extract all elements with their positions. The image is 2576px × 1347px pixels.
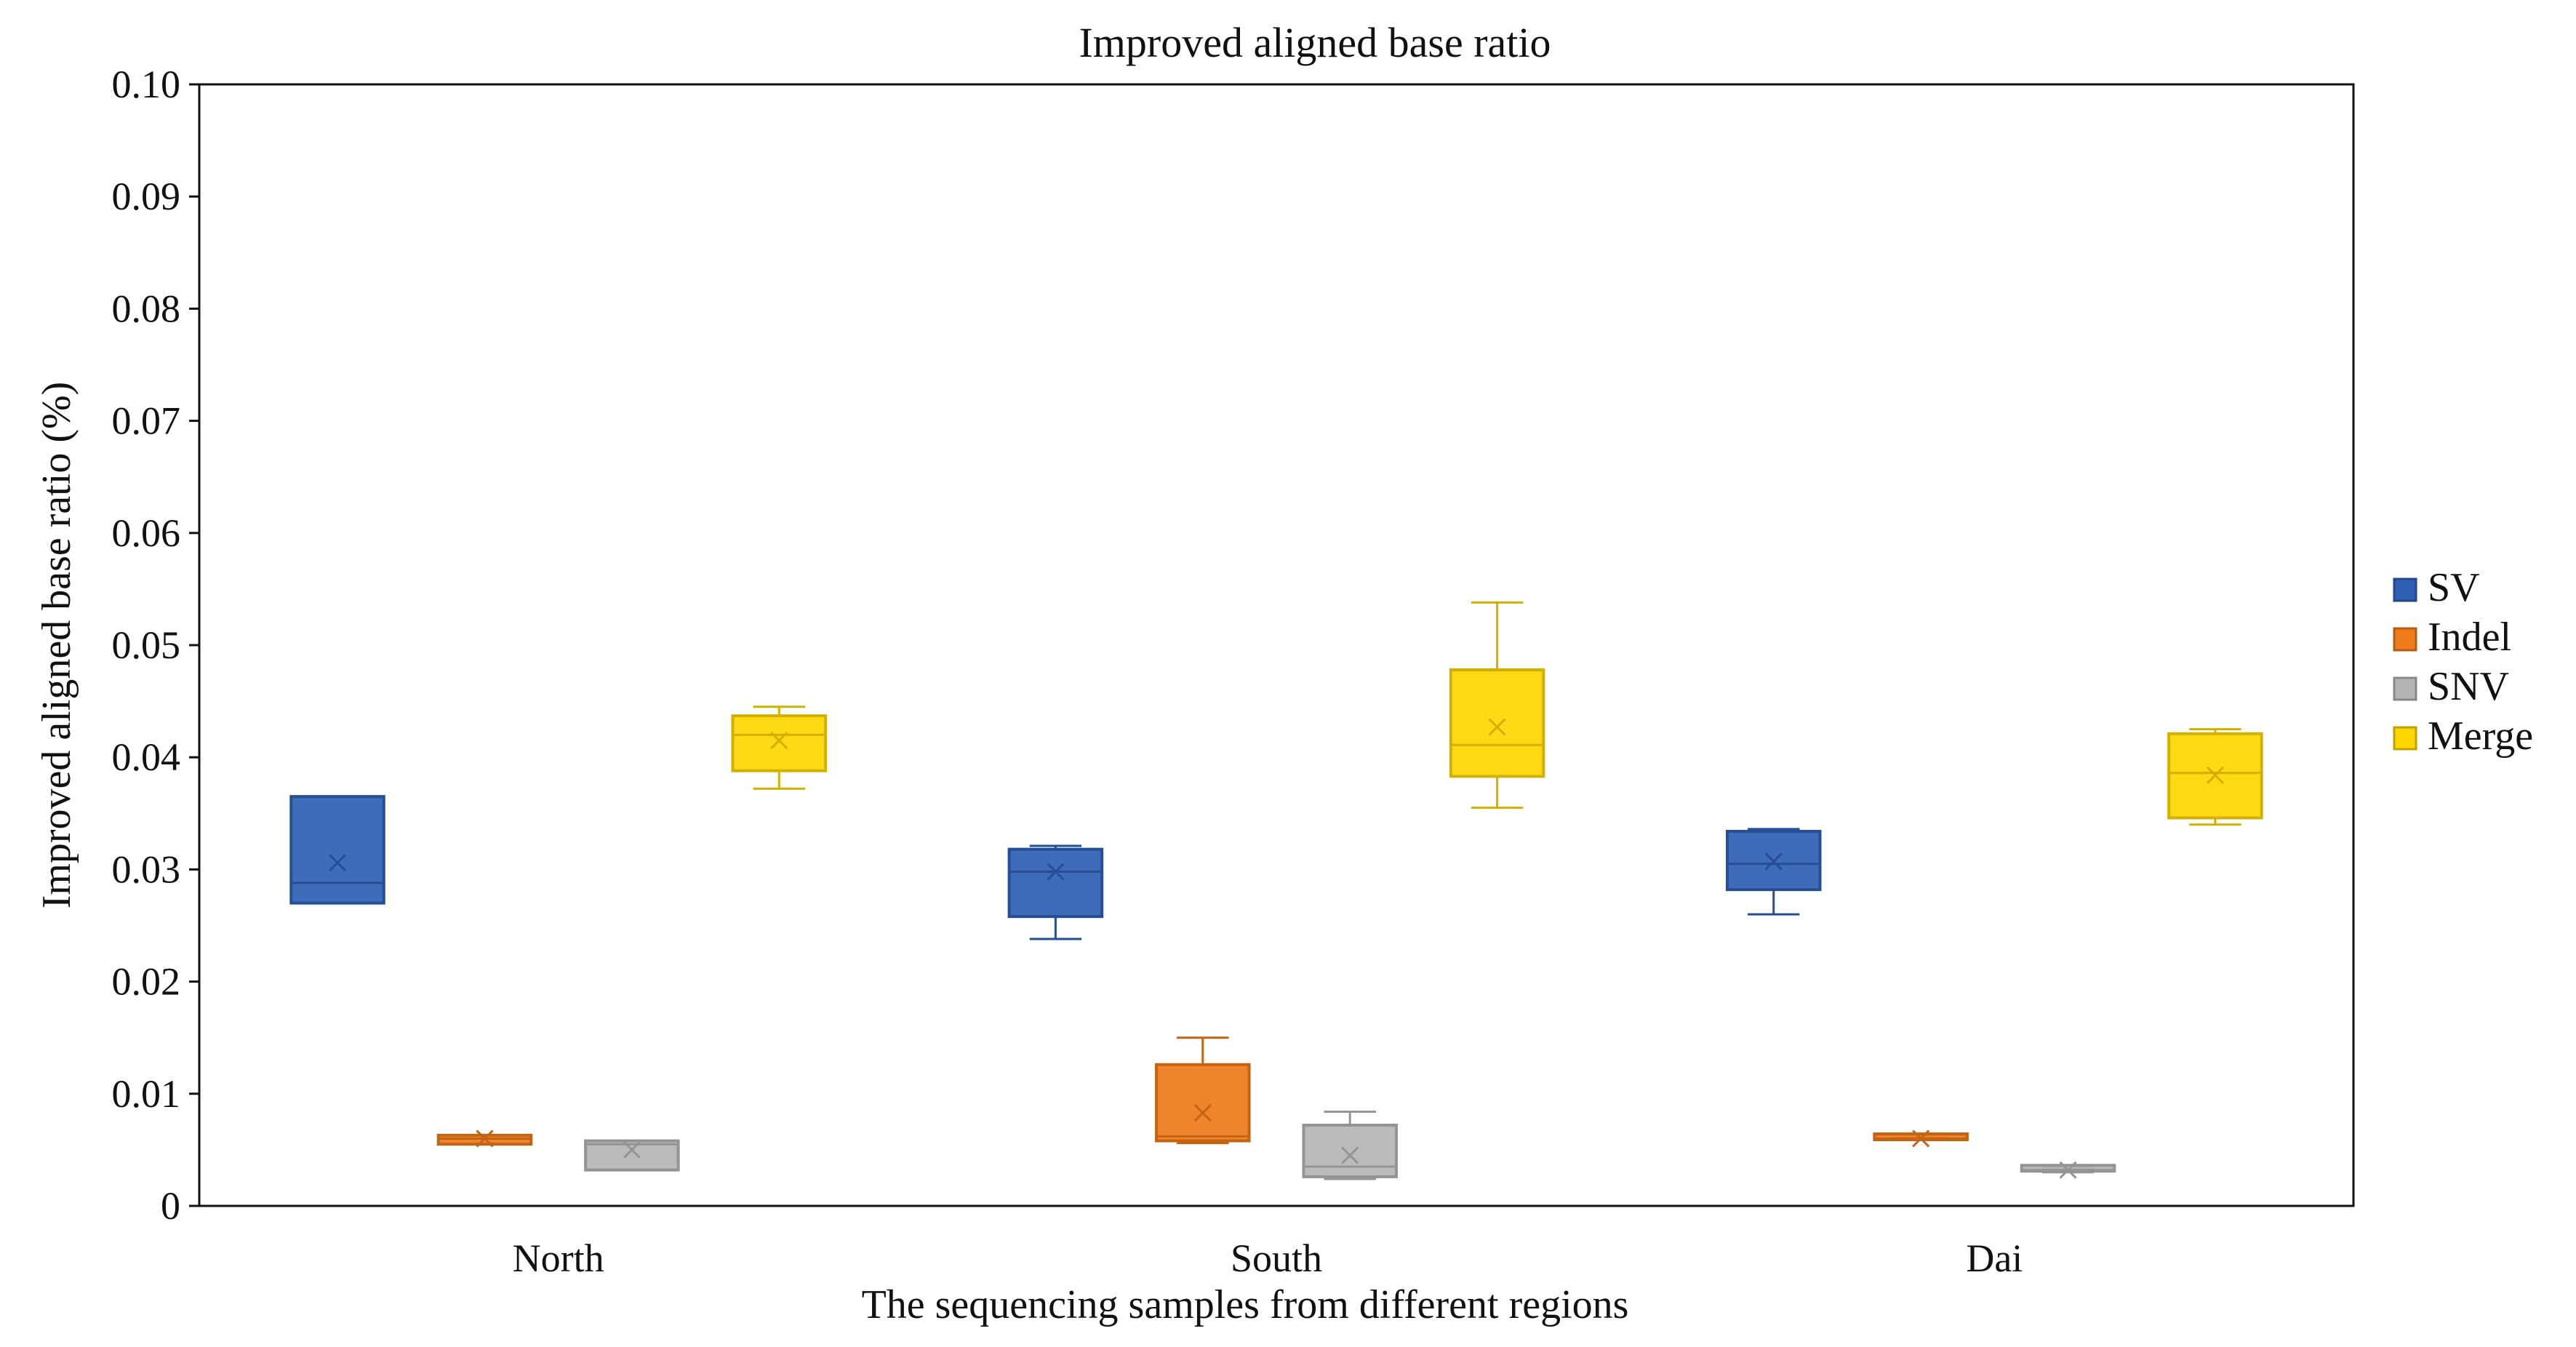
mean-marker-stroke <box>2206 766 2224 784</box>
box <box>1007 847 1104 919</box>
box <box>584 1139 680 1172</box>
mean-marker-stroke <box>1193 1103 1212 1122</box>
legend-label-snv: SNV <box>2428 664 2509 709</box>
mean-marker <box>770 732 788 750</box>
mean-marker-stroke <box>770 732 788 750</box>
mean-marker <box>623 1140 641 1159</box>
box-series-sv <box>289 795 1822 940</box>
y-tick-label: 0.10 <box>112 63 181 106</box>
mean-marker <box>329 854 347 872</box>
legend-swatch-indel <box>2393 627 2417 652</box>
x-tick-label: North <box>513 1236 604 1280</box>
box <box>1449 668 1545 778</box>
mean-marker <box>1764 852 1783 871</box>
box-series-group <box>289 601 2263 1180</box>
y-tick-label: 0 <box>161 1184 180 1228</box>
legend-swatch-snv <box>2393 676 2417 701</box>
mean-marker <box>1047 863 1065 881</box>
legend-label-indel: Indel <box>2428 615 2511 660</box>
box-series-merge <box>731 601 2263 826</box>
y-tick-label: 0.04 <box>112 735 181 779</box>
y-tick-label: 0.05 <box>112 623 181 667</box>
x-tick-label: Dai <box>1966 1236 2023 1280</box>
x-axis: North South Dai <box>513 1236 2023 1280</box>
box-series-indel <box>436 1036 1969 1148</box>
legend-swatch-merge <box>2393 726 2417 751</box>
box <box>1302 1123 1398 1178</box>
y-axis: 0 0.01 0.02 0.03 0.04 0.05 0.06 0.07 0.08 0.09 0.1… <box>112 63 199 1228</box>
box <box>1155 1063 1251 1143</box>
x-axis-title: The sequencing samples from different re… <box>862 1282 1629 1327</box>
mean-marker <box>1488 718 1506 736</box>
box-series-snv <box>584 1110 2116 1180</box>
legend-label-merge: Merge <box>2428 714 2533 759</box>
mean-marker-stroke <box>1912 1130 1930 1148</box>
mean-marker <box>1341 1146 1359 1164</box>
mean-marker-stroke <box>1047 863 1065 881</box>
legend-label-sv: SV <box>2428 565 2480 610</box>
y-axis-title: Improved aligned base ratio (%) <box>34 382 79 909</box>
mean-marker-stroke <box>1488 718 1506 736</box>
y-tick-label: 0.07 <box>112 399 181 443</box>
mean-marker-stroke <box>1341 1146 1359 1164</box>
plot-area <box>198 83 2355 1207</box>
y-tick-label: 0.08 <box>112 287 181 330</box>
box <box>731 714 828 772</box>
mean-marker-stroke <box>2059 1161 2077 1179</box>
mean-marker <box>1193 1103 1212 1122</box>
x-tick-label: South <box>1231 1236 1322 1280</box>
mean-marker-stroke <box>476 1130 494 1148</box>
mean-marker <box>476 1130 494 1148</box>
y-tick-label: 0.01 <box>112 1072 181 1116</box>
mean-marker <box>1912 1130 1930 1148</box>
legend-swatch-sv <box>2393 577 2417 602</box>
y-tick-label: 0.09 <box>112 175 181 218</box>
chart-title: Improved aligned base ratio <box>1079 19 1551 66</box>
mean-marker-stroke <box>623 1140 641 1159</box>
mean-marker-stroke <box>329 854 347 872</box>
y-tick-label: 0.02 <box>112 960 181 1004</box>
mean-marker <box>2206 766 2224 784</box>
y-tick-label: 0.03 <box>112 847 181 891</box>
box <box>289 795 385 905</box>
y-tick-label: 0.06 <box>112 511 181 555</box>
mean-marker-stroke <box>1764 852 1783 871</box>
mean-marker <box>2059 1161 2077 1179</box>
